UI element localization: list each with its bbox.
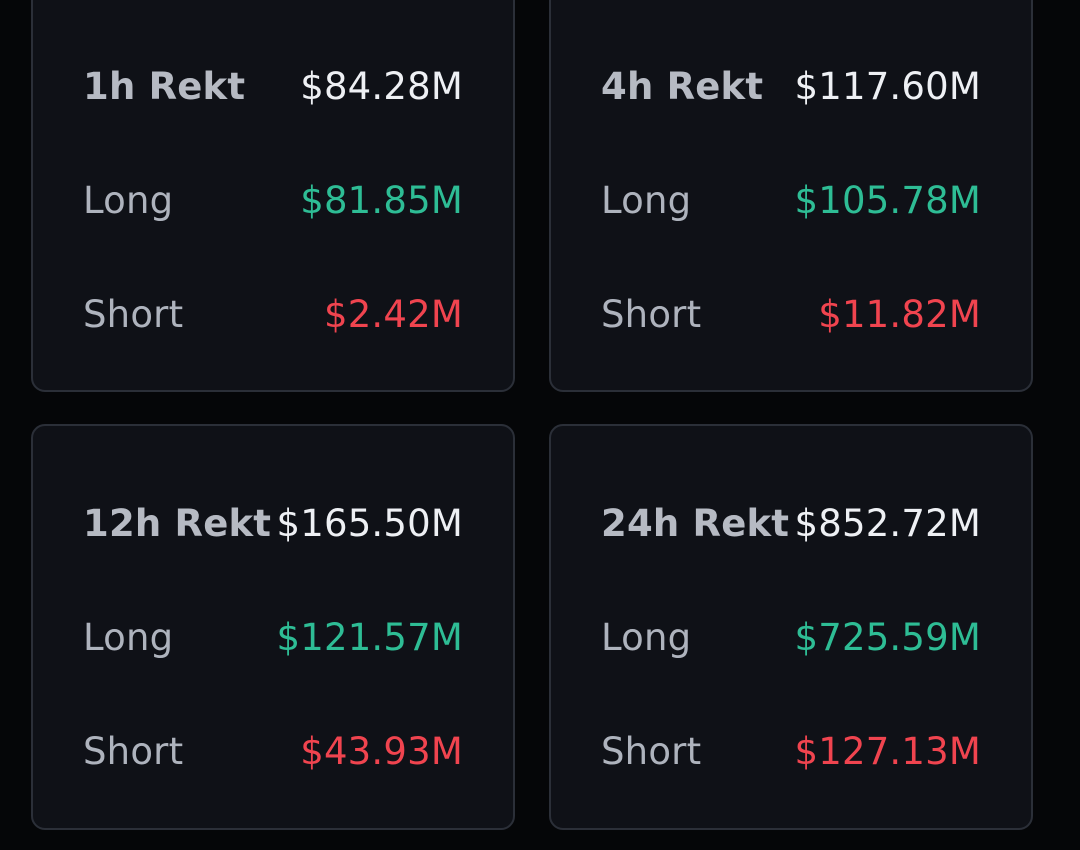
long-value: $105.78M xyxy=(794,178,981,222)
total-value: $84.28M xyxy=(300,64,463,108)
short-row: Short $43.93M xyxy=(83,727,463,775)
total-value: $165.50M xyxy=(276,501,463,545)
rekt-card-1h: 1h Rekt $84.28M Long $81.85M Short $2.42… xyxy=(31,0,515,392)
total-row: 4h Rekt $117.60M xyxy=(601,62,981,110)
long-label: Long xyxy=(601,615,692,659)
card-title: 24h Rekt xyxy=(601,501,790,545)
total-value: $117.60M xyxy=(794,64,981,108)
rekt-card-12h: 12h Rekt $165.50M Long $121.57M Short $4… xyxy=(31,424,515,830)
long-value: $725.59M xyxy=(794,615,981,659)
card-title: 12h Rekt xyxy=(83,501,272,545)
short-row: Short $127.13M xyxy=(601,727,981,775)
total-row: 1h Rekt $84.28M xyxy=(83,62,463,110)
short-value: $43.93M xyxy=(300,729,463,773)
short-label: Short xyxy=(83,729,184,773)
long-row: Long $105.78M xyxy=(601,176,981,224)
long-value: $81.85M xyxy=(300,178,463,222)
rekt-card-4h: 4h Rekt $117.60M Long $105.78M Short $11… xyxy=(549,0,1033,392)
long-row: Long $121.57M xyxy=(83,613,463,661)
short-value: $11.82M xyxy=(818,292,981,336)
long-label: Long xyxy=(83,615,174,659)
long-row: Long $81.85M xyxy=(83,176,463,224)
short-label: Short xyxy=(83,292,184,336)
short-row: Short $2.42M xyxy=(83,290,463,338)
short-label: Short xyxy=(601,729,702,773)
short-label: Short xyxy=(601,292,702,336)
short-value: $127.13M xyxy=(794,729,981,773)
card-title: 4h Rekt xyxy=(601,64,764,108)
total-row: 12h Rekt $165.50M xyxy=(83,499,463,547)
long-row: Long $725.59M xyxy=(601,613,981,661)
card-title: 1h Rekt xyxy=(83,64,246,108)
long-value: $121.57M xyxy=(276,615,463,659)
short-row: Short $11.82M xyxy=(601,290,981,338)
total-value: $852.72M xyxy=(794,501,981,545)
long-label: Long xyxy=(601,178,692,222)
long-label: Long xyxy=(83,178,174,222)
rekt-card-24h: 24h Rekt $852.72M Long $725.59M Short $1… xyxy=(549,424,1033,830)
total-row: 24h Rekt $852.72M xyxy=(601,499,981,547)
short-value: $2.42M xyxy=(323,292,463,336)
